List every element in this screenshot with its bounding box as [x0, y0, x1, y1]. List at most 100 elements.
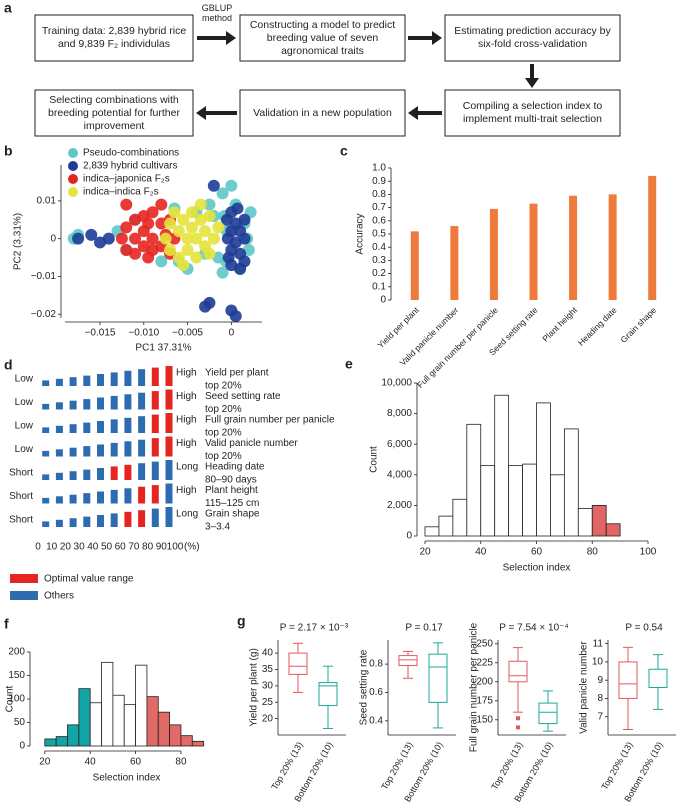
trait-range: 80–90 days [205, 475, 257, 486]
legend-label: Optimal value range [44, 574, 134, 585]
ladder-bar [55, 472, 63, 480]
ladder-bar [124, 370, 132, 386]
ladder-bar [97, 444, 104, 457]
y-tick-label: 0.4 [372, 242, 386, 253]
hist-bar [123, 704, 136, 747]
hist-bar [112, 694, 125, 747]
x-axis-label: Selection index [503, 563, 571, 574]
y-tick-label: 0.5 [372, 229, 386, 240]
bar [489, 208, 498, 300]
ladder-bar [42, 403, 50, 410]
trait-range: top 20% [205, 428, 242, 439]
ladder-bar [83, 399, 91, 410]
ladder-bar [55, 378, 63, 386]
ladder-bar [97, 491, 104, 504]
box [508, 660, 528, 683]
ladder-bar [97, 468, 104, 480]
point [172, 225, 185, 238]
x-axis-label: PC1 37.31% [135, 343, 191, 354]
point [181, 232, 194, 245]
point [190, 251, 203, 264]
y-axis-label: PC2 (3.31%) [13, 213, 24, 270]
panel-letter: e [345, 356, 353, 372]
ladder-bar [110, 466, 118, 480]
trait-name: Valid panicle number [205, 438, 298, 449]
trait-range: top 20% [205, 381, 242, 392]
hist-bar [424, 526, 440, 537]
ladder-bar [138, 439, 146, 457]
bar [569, 195, 578, 300]
y-tick-label: 40 [262, 648, 274, 659]
flow-text: Validation in a new population [253, 106, 392, 119]
legend-marker [68, 161, 78, 171]
y-tick-label: 0 [50, 233, 56, 244]
x-tick-label: 0 [35, 542, 41, 553]
point [120, 221, 133, 234]
ladder-bar [83, 446, 91, 457]
hist-bar [605, 523, 621, 537]
y-tick-label: 9 [597, 675, 603, 686]
x-tick-label: Top 20% (13) [379, 740, 414, 791]
point [207, 232, 220, 245]
bar [608, 194, 617, 300]
x-tick-label: 80 [175, 757, 187, 768]
y-tick-label: 10,000 [381, 378, 412, 389]
flow-text: Constructing a model to predict breeding… [249, 18, 396, 57]
y-tick-label: 150 [476, 714, 493, 725]
p-value: P = 0.54 [625, 623, 663, 634]
legend-label: Others [44, 591, 74, 602]
legend-label: Pseudo-combinations [83, 148, 179, 159]
box [538, 702, 558, 725]
ladder-bar [42, 521, 50, 527]
ladder-bar [138, 416, 146, 433]
x-tick-label: 20 [419, 547, 431, 558]
hist-bar [494, 394, 510, 537]
y-tick-label: 0.3 [372, 255, 386, 266]
x-axis-label: Selection index [93, 773, 161, 784]
x-tick-label: 60 [531, 547, 543, 558]
x-tick-label: 30 [74, 542, 86, 553]
low-label: Low [15, 444, 34, 455]
ladder-bar [83, 469, 91, 480]
ladder-bar [83, 422, 91, 433]
ladder-bar [151, 367, 159, 386]
ladder-bar [110, 489, 118, 504]
x-tick-label: 100 [640, 547, 657, 558]
point [238, 213, 251, 226]
arrow-label: GBLUP method [201, 3, 233, 23]
point [185, 221, 198, 234]
y-tick-label: 0.6 [369, 687, 383, 698]
low-label: Low [15, 374, 34, 385]
point [129, 247, 142, 260]
ladder-bar [55, 496, 63, 504]
ladder-bar [42, 497, 50, 504]
ladder-bar [138, 463, 146, 480]
y-axis-label: Accuracy [355, 213, 366, 254]
ladder-bar [110, 395, 118, 410]
x-tick-label: 90 [156, 542, 168, 553]
high-label: Long [176, 509, 198, 520]
ladder-bar [69, 471, 77, 480]
x-tick-label: Grain shape [618, 305, 658, 345]
y-tick-label: 0 [380, 295, 386, 306]
x-tick-label: 40 [85, 757, 97, 768]
y-tick-label: 11 [593, 638, 604, 649]
legend-label: indica–indica F₂s [83, 187, 159, 198]
hist-bar [191, 740, 205, 747]
y-tick-label: 1.0 [372, 163, 386, 174]
hist-bar [135, 664, 148, 747]
ladder-bar [124, 417, 132, 433]
trait-range: top 20% [205, 451, 242, 462]
ladder-bar [97, 515, 104, 527]
arrow [196, 106, 237, 120]
flow-text: Compiling a selection index to implement… [462, 100, 603, 125]
panel-letter: g [237, 613, 246, 629]
ladder-bar [138, 510, 146, 527]
ladder-bar [97, 397, 104, 410]
hist-bar [89, 702, 102, 747]
ladder-bar [69, 400, 77, 410]
point [199, 225, 212, 238]
point [155, 198, 168, 211]
y-tick-label: 0.8 [372, 189, 386, 200]
point [177, 259, 190, 272]
